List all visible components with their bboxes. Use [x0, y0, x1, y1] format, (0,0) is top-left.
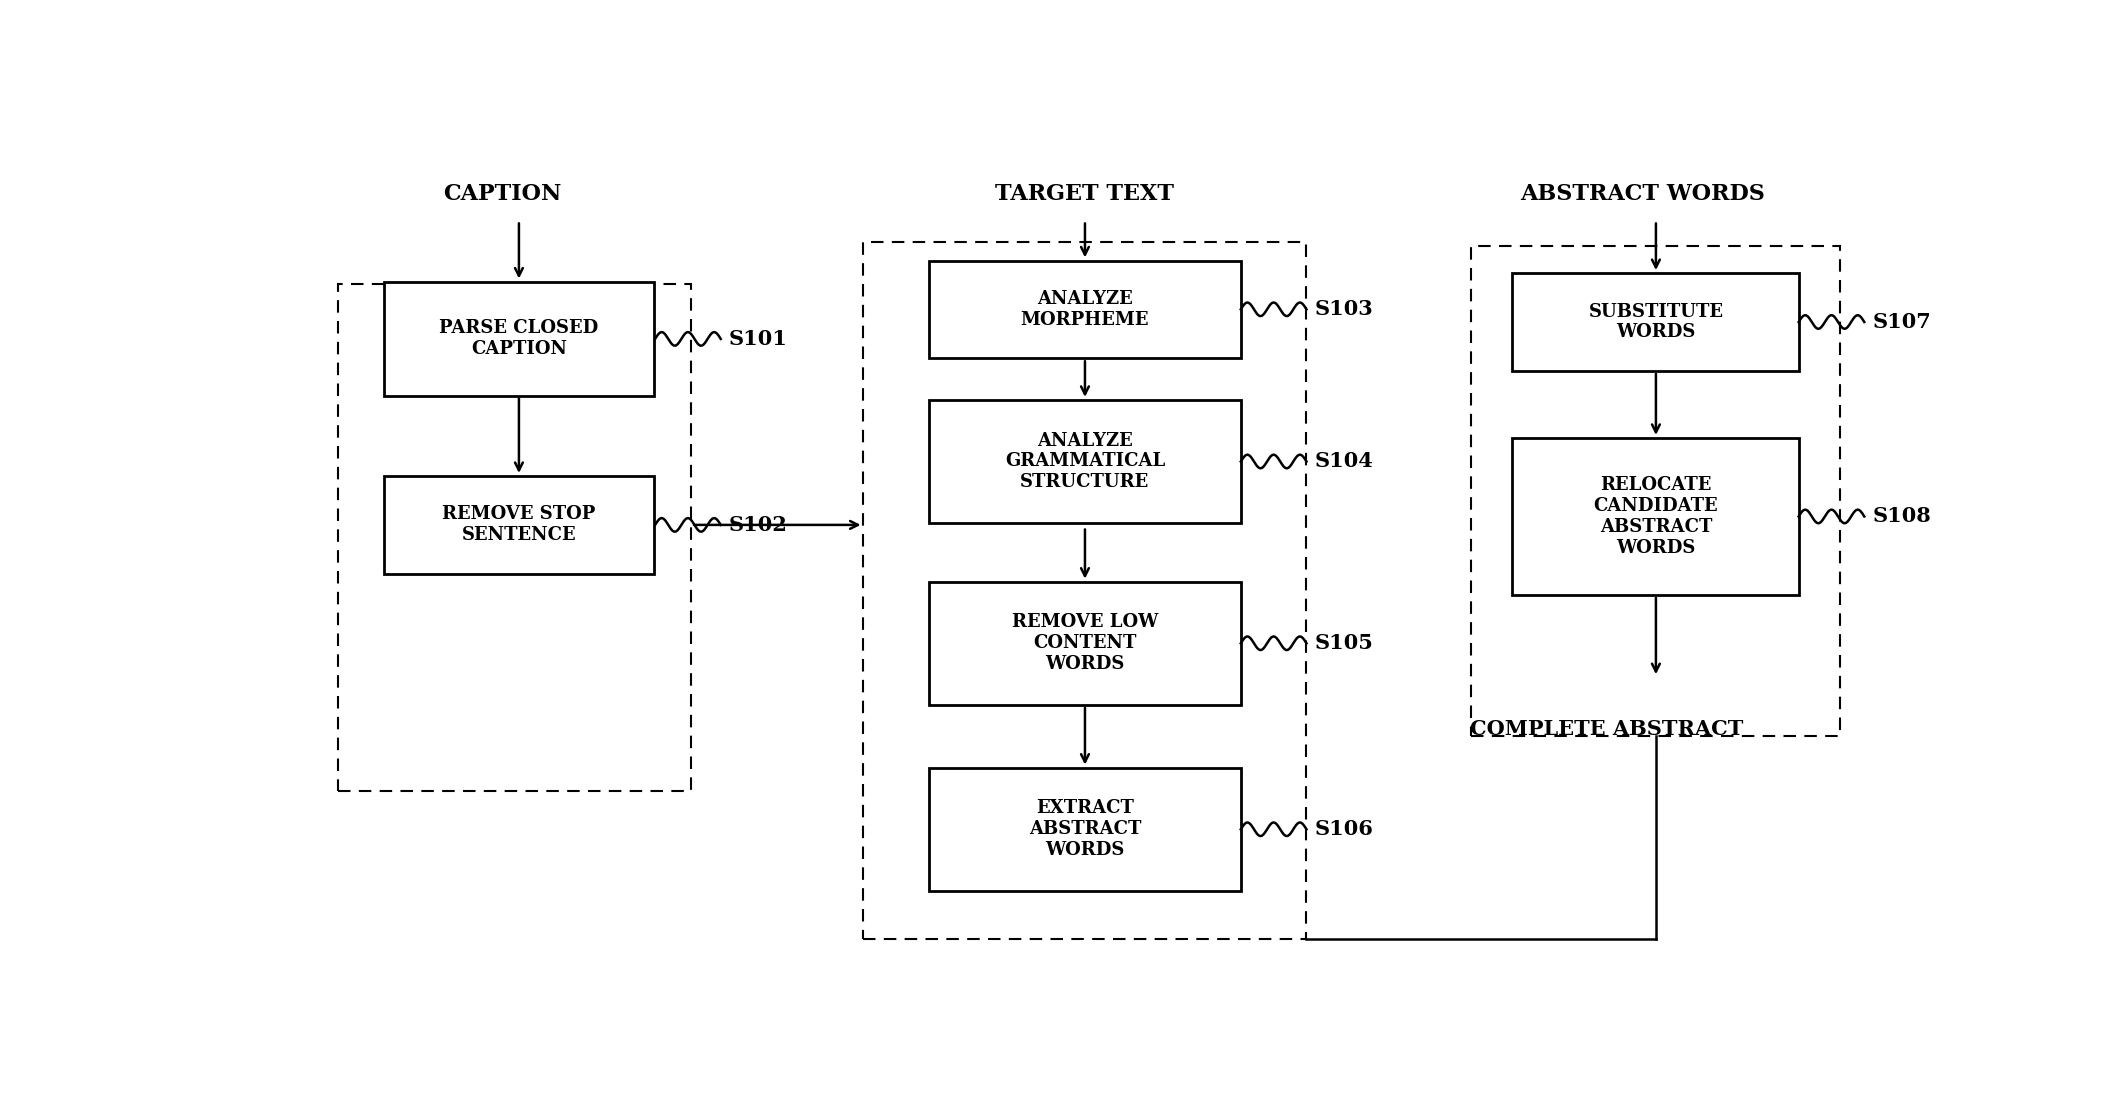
FancyBboxPatch shape — [1512, 438, 1799, 595]
Text: TARGET TEXT: TARGET TEXT — [995, 183, 1175, 205]
Text: S104: S104 — [1315, 451, 1374, 471]
Text: S101: S101 — [728, 329, 788, 349]
Text: EXTRACT
ABSTRACT
WORDS: EXTRACT ABSTRACT WORDS — [1029, 799, 1141, 859]
Text: REMOVE LOW
CONTENT
WORDS: REMOVE LOW CONTENT WORDS — [1012, 614, 1158, 673]
Text: PARSE CLOSED
CAPTION: PARSE CLOSED CAPTION — [440, 320, 599, 358]
Text: ABSTRACT WORDS: ABSTRACT WORDS — [1520, 183, 1766, 205]
FancyBboxPatch shape — [383, 282, 654, 396]
Text: S107: S107 — [1874, 312, 1931, 332]
FancyBboxPatch shape — [929, 400, 1241, 523]
Text: S106: S106 — [1315, 819, 1374, 839]
Text: REMOVE STOP
SENTENCE: REMOVE STOP SENTENCE — [442, 505, 595, 545]
Text: S103: S103 — [1315, 300, 1374, 320]
FancyBboxPatch shape — [929, 260, 1241, 358]
Text: S102: S102 — [728, 515, 788, 535]
Text: COMPLETE ABSTRACT: COMPLETE ABSTRACT — [1469, 719, 1744, 739]
FancyBboxPatch shape — [929, 582, 1241, 705]
Text: CAPTION: CAPTION — [442, 183, 561, 205]
Text: ANALYZE
GRAMMATICAL
STRUCTURE: ANALYZE GRAMMATICAL STRUCTURE — [1006, 432, 1164, 491]
FancyBboxPatch shape — [929, 768, 1241, 890]
FancyBboxPatch shape — [1512, 273, 1799, 371]
Text: ANALYZE
MORPHEME: ANALYZE MORPHEME — [1020, 290, 1150, 328]
Text: RELOCATE
CANDIDATE
ABSTRACT
WORDS: RELOCATE CANDIDATE ABSTRACT WORDS — [1594, 477, 1719, 557]
Text: SUBSTITUTE
WORDS: SUBSTITUTE WORDS — [1588, 303, 1723, 341]
Text: S108: S108 — [1874, 506, 1931, 526]
FancyBboxPatch shape — [383, 477, 654, 573]
Text: S105: S105 — [1315, 634, 1374, 653]
